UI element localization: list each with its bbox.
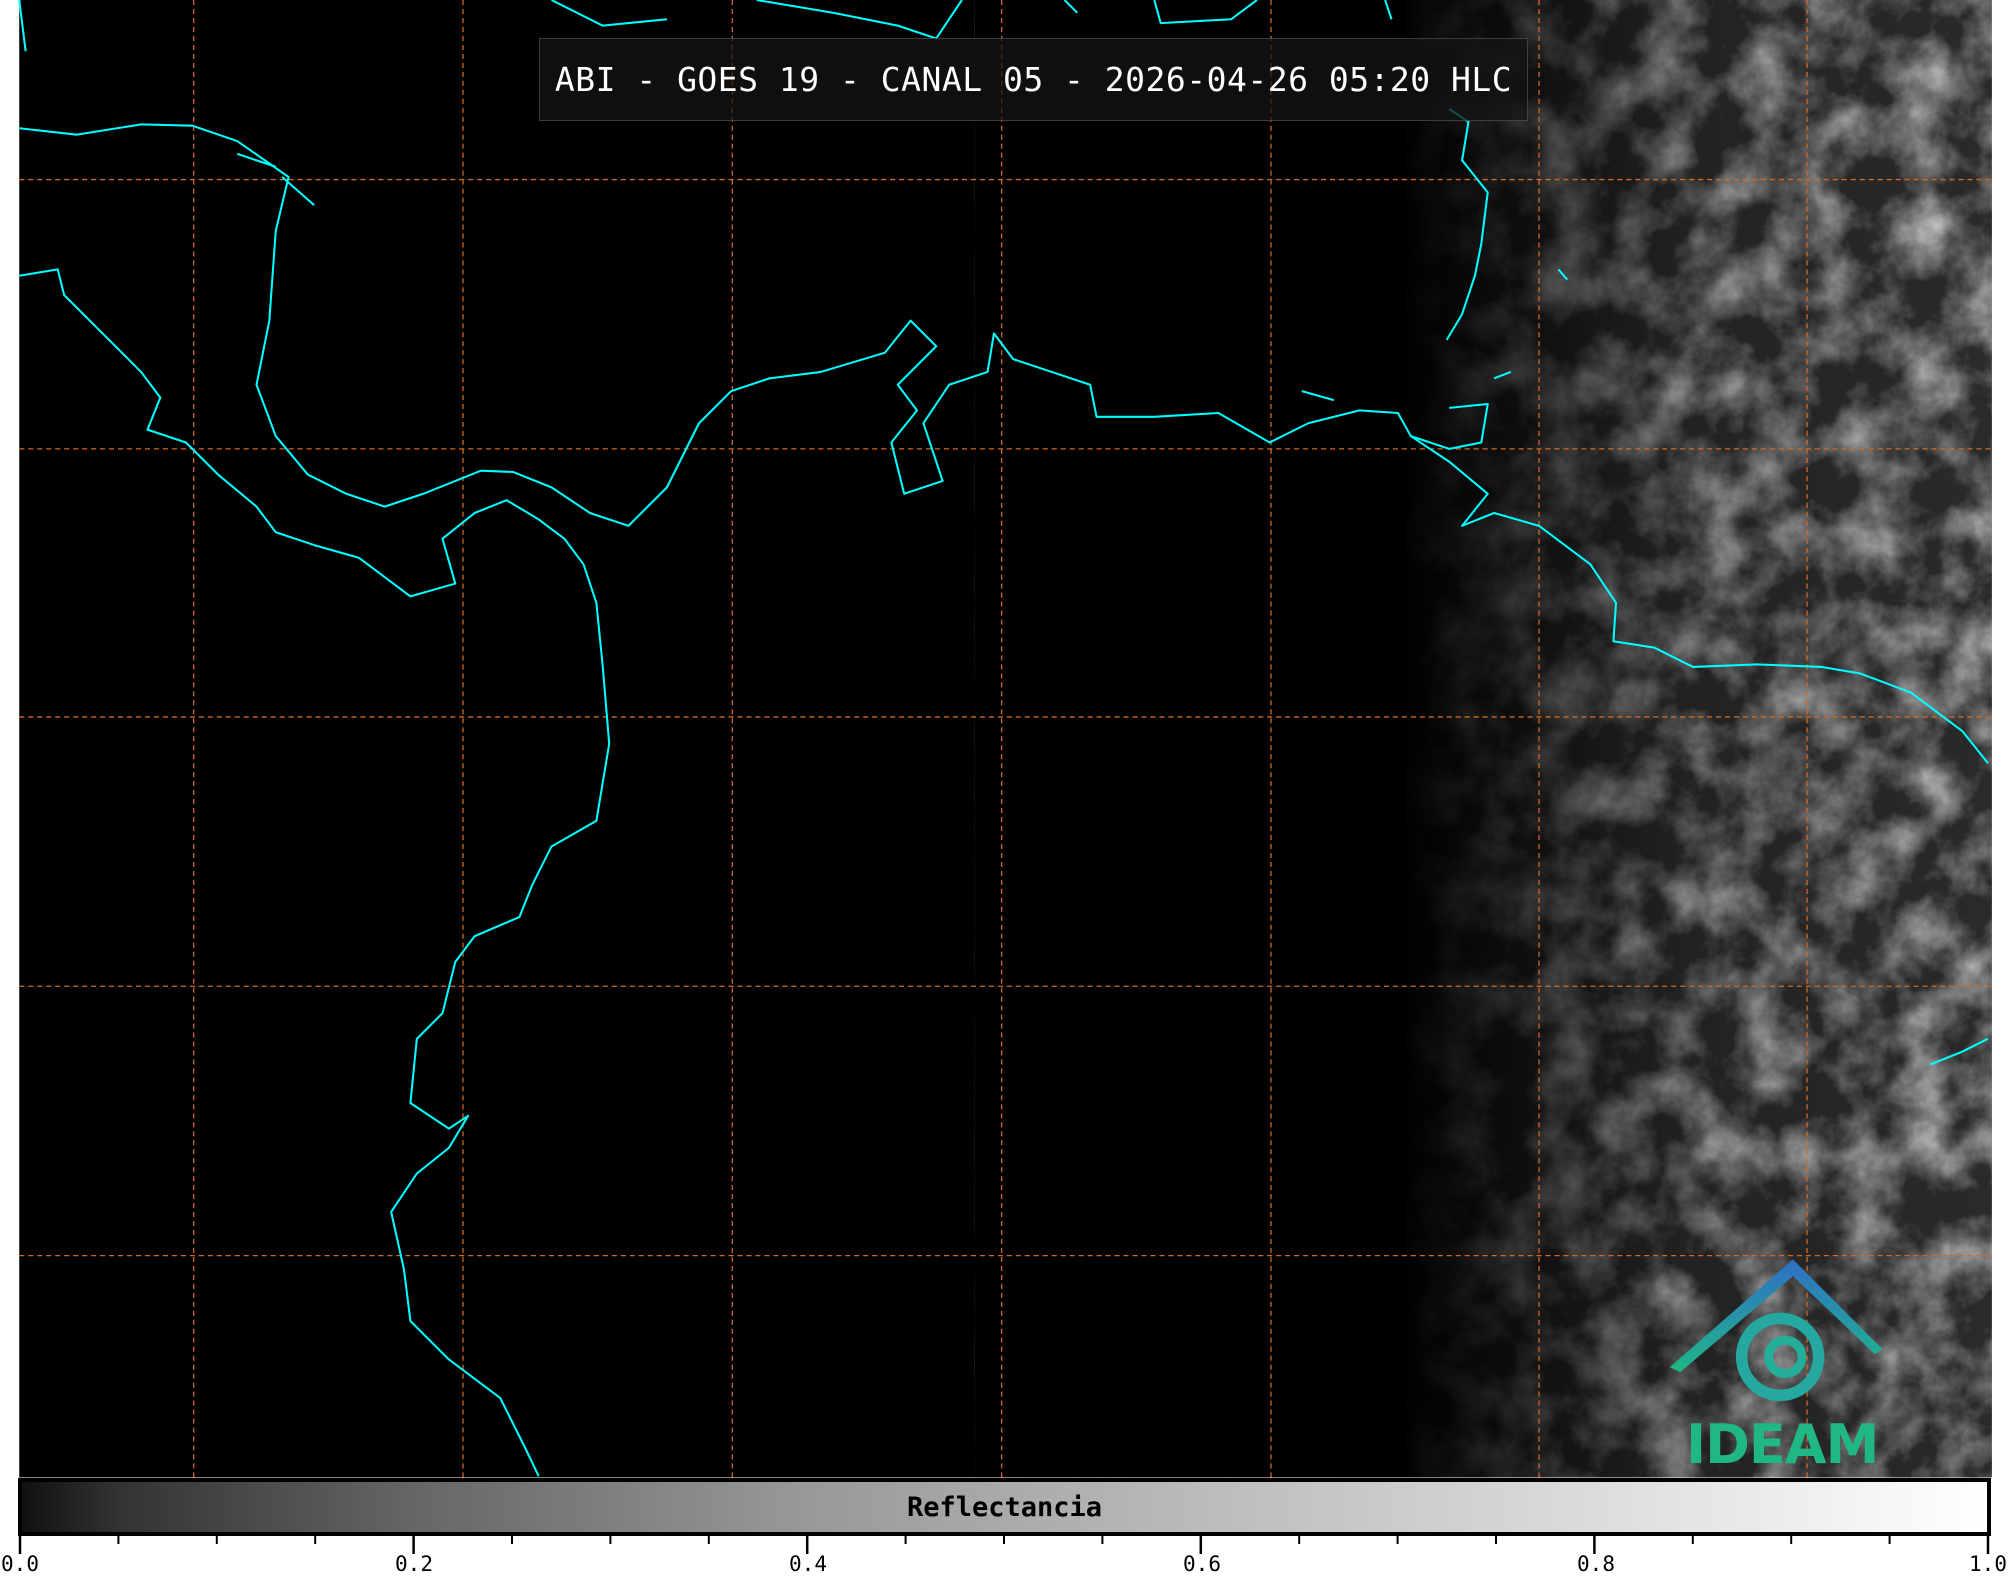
night-band — [974, 0, 1270, 1478]
roof-icon — [1669, 1259, 1883, 1373]
colorbar-ticks — [18, 1534, 1990, 1554]
night-terminator — [974, 0, 1992, 1478]
tick-label: 0.0 — [1, 1552, 39, 1576]
coastline-pacific — [19, 268, 611, 1477]
coastline-atlantic — [1410, 435, 1989, 764]
coastline-antilles-north — [551, 0, 1393, 40]
tick-label: 1.0 — [1969, 1552, 2007, 1576]
coastline-lesser-antilles — [1301, 108, 1989, 1066]
coastline-caribbean — [19, 123, 1489, 527]
colorbar-label: Reflectancia — [906, 1491, 1103, 1523]
ideam-logo-mark — [1669, 1259, 1883, 1402]
tick-label: 0.6 — [1183, 1552, 1221, 1576]
colorbar: Reflectancia — [18, 1478, 1991, 1536]
ideam-logo-text: IDEAM — [1686, 1413, 1879, 1476]
coastline-mexico-north — [18, 0, 315, 206]
gridlines — [19, 0, 1992, 1478]
tick-label: 0.4 — [789, 1552, 827, 1576]
tick-label: 0.2 — [395, 1552, 433, 1576]
coastlines — [18, 0, 1989, 1477]
tick-label: 0.8 — [1577, 1552, 1615, 1576]
map-title: ABI - GOES 19 - CANAL 05 - 2026-04-26 05… — [539, 38, 1528, 121]
spiral-icon — [1735, 1312, 1825, 1402]
